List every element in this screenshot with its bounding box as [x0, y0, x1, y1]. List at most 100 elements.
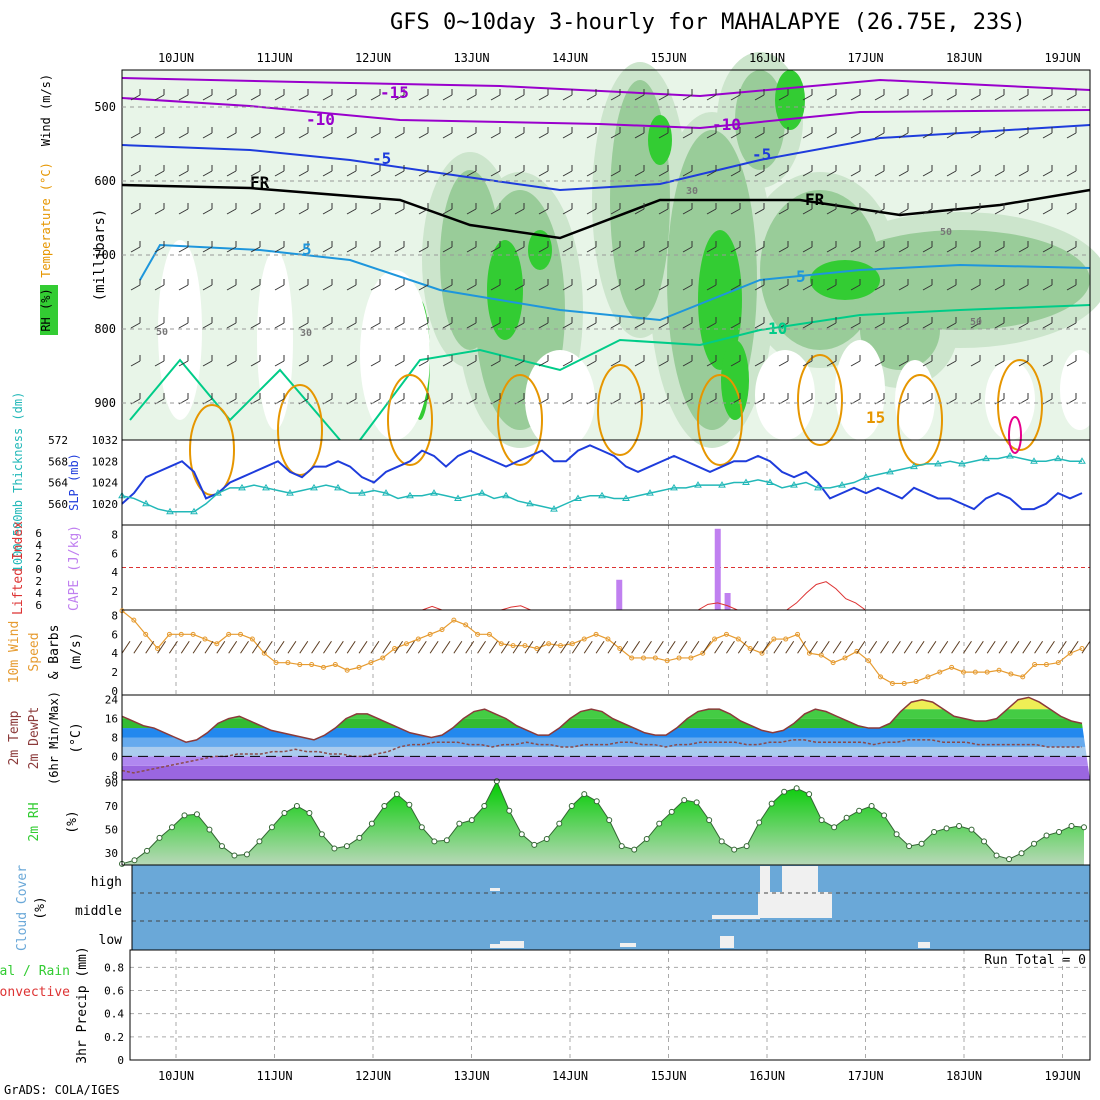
- wind-speed-marker: [403, 641, 409, 647]
- wind-barb-10m: [726, 640, 735, 654]
- wind-barb: [610, 355, 621, 367]
- wind-barb-10m: [808, 640, 818, 654]
- wind-barb: [610, 317, 621, 329]
- thickness-marker: [838, 481, 846, 488]
- wind-barb: [874, 165, 885, 177]
- temp-band: [122, 746, 1090, 757]
- wind-barb: [586, 355, 597, 367]
- wind-barb: [970, 165, 981, 177]
- thickness-marker: [814, 483, 822, 491]
- wind-barb: [298, 127, 309, 139]
- thickness-marker: [526, 499, 534, 507]
- slp-tick-label: 1032: [92, 434, 119, 447]
- thickness-marker: [550, 505, 558, 512]
- rh-dark-zone: [487, 240, 523, 340]
- wind-barb-10m: [382, 640, 392, 654]
- wind-barb: [586, 241, 597, 253]
- wind-speed-marker: [273, 660, 279, 666]
- rh-dry-zone: [985, 360, 1035, 440]
- rh-marker: [331, 845, 338, 852]
- rh-marker: [931, 828, 938, 835]
- wind-speed-marker: [320, 664, 326, 670]
- wind-barb-10m: [927, 640, 937, 654]
- wind-barb: [562, 89, 573, 101]
- precip-tick-label: 0.2: [104, 1031, 124, 1044]
- wind-barb: [970, 203, 981, 215]
- wind-barb-10m: [915, 640, 925, 654]
- wind-speed-marker: [723, 631, 729, 637]
- wind-barb: [442, 241, 453, 253]
- wind-barb-10m: [477, 640, 486, 654]
- wind-barb: [274, 355, 285, 367]
- wind-barb: [994, 89, 1005, 101]
- wind-barb: [130, 317, 141, 329]
- isotherm-15: [797, 354, 843, 446]
- wind-barb: [394, 127, 405, 139]
- wind-barb: [154, 203, 165, 215]
- wind-speed-marker: [593, 631, 599, 637]
- wind-barb: [346, 127, 357, 139]
- rh-marker: [806, 791, 813, 798]
- thickness-marker: [1006, 451, 1014, 459]
- wind-barb: [922, 203, 933, 215]
- wind-barb: [706, 165, 717, 177]
- wind-barb: [394, 279, 405, 291]
- cape-bar: [724, 593, 731, 610]
- wind-barb: [730, 203, 741, 215]
- wind-barb: [346, 317, 357, 329]
- wind-barb: [298, 241, 309, 253]
- wind-barb-10m: [880, 640, 889, 654]
- wind-barb: [1018, 89, 1029, 101]
- wind-speed-marker: [842, 655, 848, 661]
- rh-marker: [406, 801, 413, 808]
- wind-speed-marker: [522, 643, 528, 649]
- rh-marker: [868, 802, 875, 809]
- wind-speed-marker: [427, 631, 433, 637]
- wind-barb: [226, 89, 237, 101]
- wind-barb: [754, 317, 765, 329]
- pressure-tick-label: 600: [94, 174, 116, 188]
- cloud-white-patch: [712, 915, 760, 919]
- wind-barb: [778, 203, 789, 215]
- wind-barb: [538, 317, 549, 329]
- precip-tick-label: 0: [117, 1054, 124, 1067]
- wind-barb: [274, 127, 285, 139]
- wind-speed-marker: [332, 662, 338, 668]
- wind-barb: [370, 317, 381, 329]
- wind-barb: [970, 127, 981, 139]
- wind-barb: [778, 241, 789, 253]
- wind-barb: [250, 317, 261, 329]
- wind-speed-marker: [996, 667, 1002, 673]
- wind-speed-marker: [972, 669, 978, 675]
- wind-speed-marker: [143, 631, 149, 637]
- wind-barb: [394, 165, 405, 177]
- wind-speed-marker: [925, 674, 931, 680]
- wind-barb: [706, 355, 717, 367]
- wind-barb: [130, 241, 141, 253]
- wind-barb: [562, 241, 573, 253]
- wind-speed-marker: [214, 641, 220, 647]
- wind-speed-marker: [640, 655, 646, 661]
- thickness-marker: [910, 462, 918, 470]
- wind-speed-marker: [451, 617, 457, 623]
- wind-barb: [1066, 165, 1077, 177]
- grads-credit: GrADS: COLA/IGES: [4, 1083, 120, 1097]
- cape-bar: [616, 579, 623, 610]
- wind-barb-10m: [500, 640, 510, 654]
- wind-barb: [370, 355, 381, 367]
- wind-barb: [202, 165, 213, 177]
- isotherm-minus5: [121, 124, 1091, 192]
- lifted-tick-label: 4: [35, 587, 42, 600]
- contour-label: FR: [805, 190, 825, 209]
- wind-barb: [778, 279, 789, 291]
- wind-barb-10m: [1022, 640, 1032, 654]
- wind-barb-10m: [856, 640, 866, 654]
- wind-barb-10m: [145, 640, 155, 654]
- contour-label: 30: [686, 186, 698, 197]
- wind-barb: [898, 127, 909, 139]
- rh-marker: [656, 820, 663, 827]
- pressure-tick-label: 900: [94, 396, 116, 410]
- wind-barb: [610, 241, 621, 253]
- wind-speed-marker: [392, 646, 398, 651]
- wind-barb-10m: [394, 640, 404, 654]
